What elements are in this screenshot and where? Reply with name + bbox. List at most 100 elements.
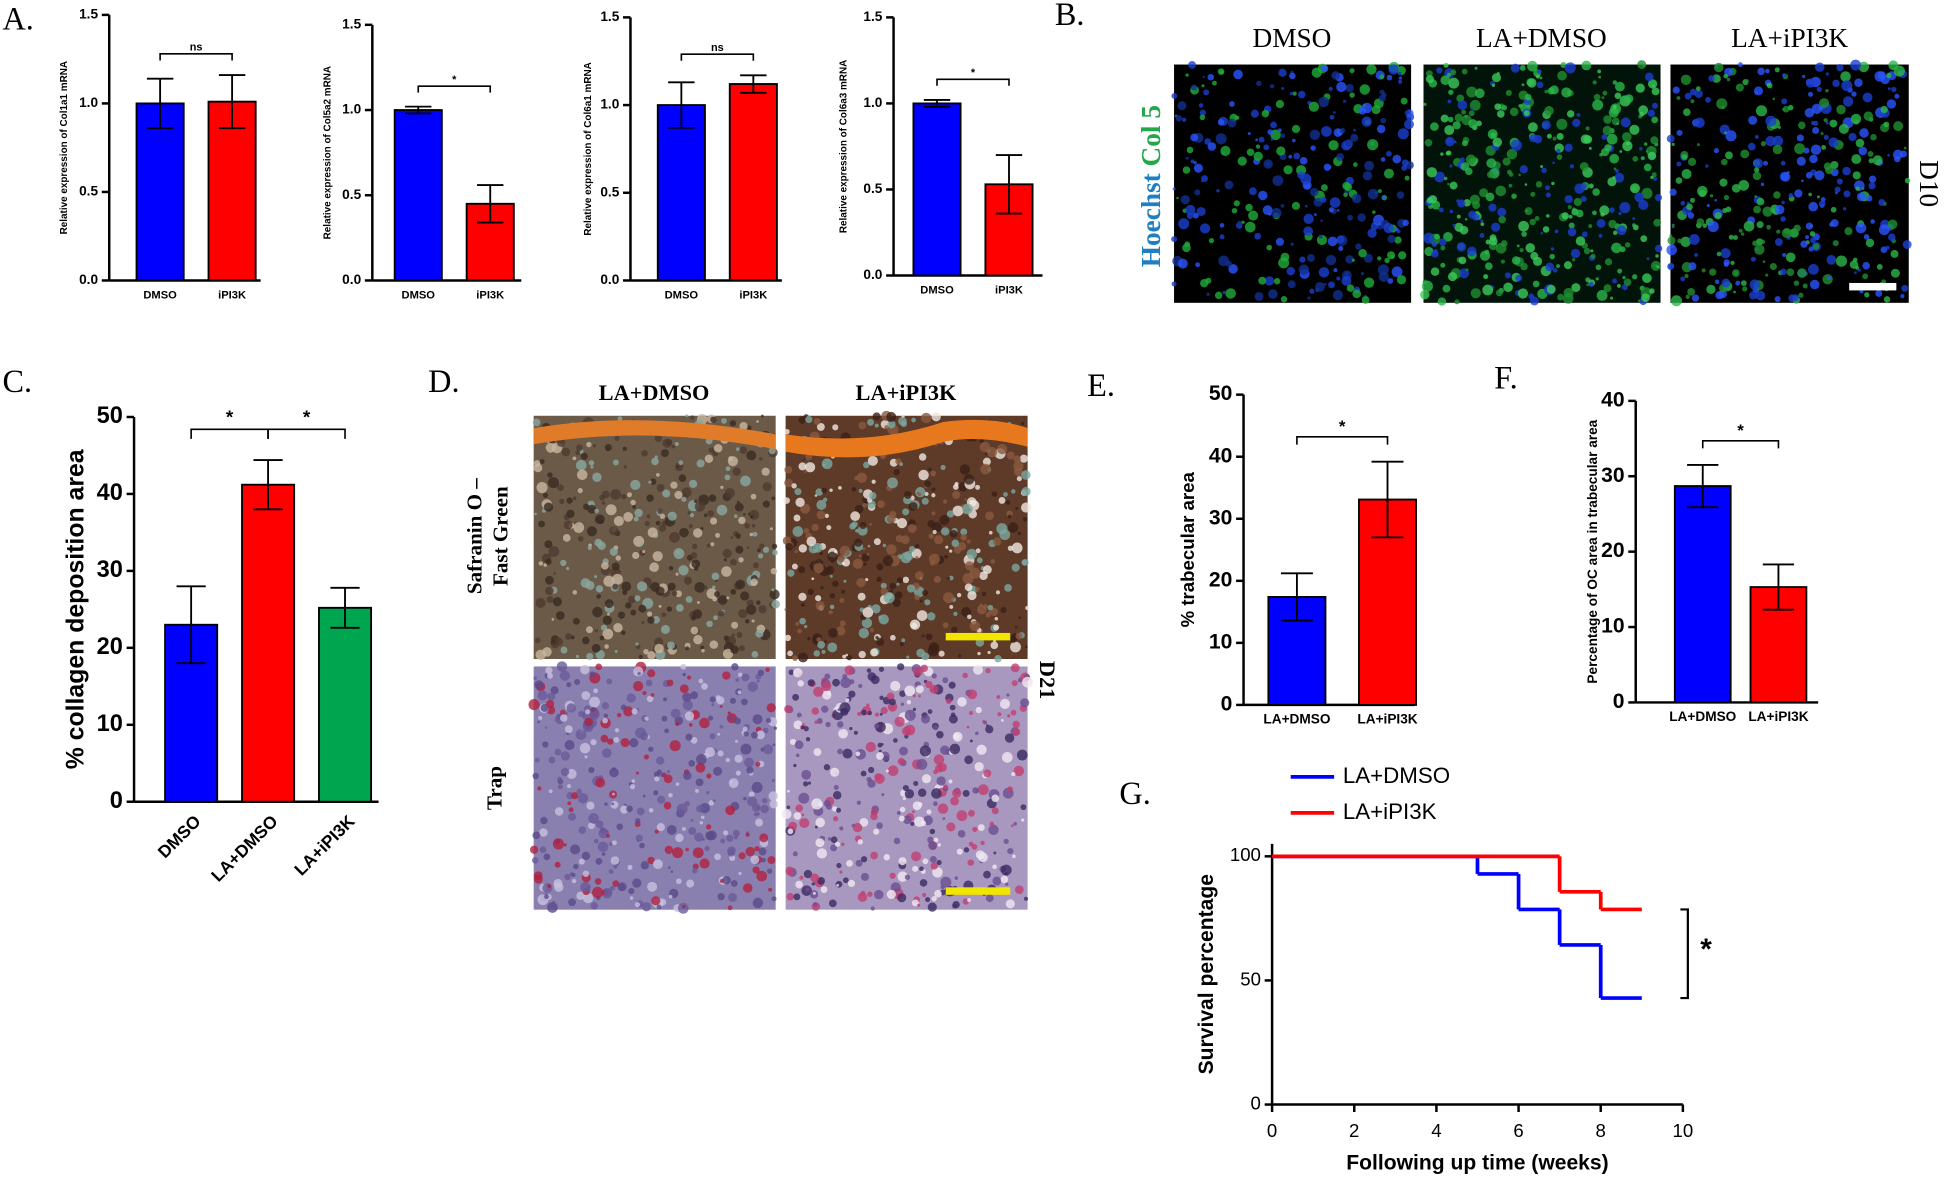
texture [1843,190,1851,198]
texture [1640,156,1645,161]
texture [630,499,636,506]
texture [1719,178,1728,187]
texture [807,679,815,687]
texture [877,500,885,508]
texture [969,567,981,579]
texture [670,481,678,489]
y-tick-label: 0.5 [79,184,98,199]
texture [634,595,641,602]
texture [552,597,562,607]
texture [866,703,870,707]
texture [1810,121,1815,125]
y-tick-label: 40 [97,479,123,505]
texture [1203,89,1210,96]
texture [1280,133,1286,139]
texture [938,650,945,657]
texture [948,575,954,581]
texture [1840,71,1851,82]
texture [753,812,758,817]
y-tick-label: 0.5 [863,181,882,196]
error-bar [146,77,174,130]
texture [1723,73,1729,79]
texture [991,794,1000,803]
y-tick-label: 0.0 [342,272,361,287]
texture [1255,144,1261,149]
texture [997,712,1002,717]
texture [1446,150,1452,156]
texture [915,685,924,694]
texture [642,794,646,798]
texture [1684,273,1689,279]
texture [854,504,864,514]
texture [966,725,970,729]
texture [762,744,774,755]
texture [600,624,608,631]
texture [1651,172,1657,178]
texture [992,864,997,870]
texture [739,446,748,454]
texture [1614,92,1622,100]
texture [966,539,971,544]
texture [1656,265,1660,269]
texture [643,648,649,655]
texture [1616,122,1619,125]
texture [795,804,804,812]
texture [800,725,805,730]
texture [1479,250,1491,261]
texture [933,725,939,731]
texture [594,508,599,514]
texture [940,464,946,471]
texture [1398,79,1403,84]
texture [1823,118,1828,123]
texture [1724,131,1727,134]
texture [1440,245,1446,251]
texture [722,548,732,559]
x-tick-label: LA+DMSO [1669,709,1736,724]
texture [1862,261,1870,270]
texture [819,551,823,556]
texture [829,604,835,610]
texture [603,713,609,718]
x-tick-label: DMSO [143,289,177,301]
bar [656,104,706,282]
texture [690,737,698,744]
texture [927,519,936,528]
significance-label: ns [711,42,724,54]
texture [694,499,698,503]
texture [1254,232,1262,240]
texture [1848,132,1857,142]
texture [807,781,812,785]
texture [1706,284,1716,294]
texture [738,852,746,860]
texture [1726,77,1731,82]
texture [1436,67,1443,74]
texture [584,755,588,759]
texture [1730,260,1735,266]
texture [623,465,627,469]
texture [1546,133,1552,139]
texture [571,872,576,878]
texture [882,543,887,548]
texture [1644,72,1654,82]
texture [1615,81,1625,92]
texture [1172,187,1176,191]
texture [987,604,994,611]
texture [1383,222,1394,234]
texture [904,874,911,880]
texture [1685,294,1690,299]
texture [683,576,693,585]
texture [1714,279,1720,284]
texture [857,892,868,902]
texture [633,680,644,692]
texture [1290,242,1294,246]
texture [1000,875,1009,884]
texture [752,562,759,569]
texture [1714,212,1722,220]
texture [1600,147,1610,157]
texture [933,575,941,584]
texture [889,510,897,518]
texture [961,607,972,618]
texture [559,670,571,681]
texture [982,457,991,466]
texture [1349,92,1355,98]
